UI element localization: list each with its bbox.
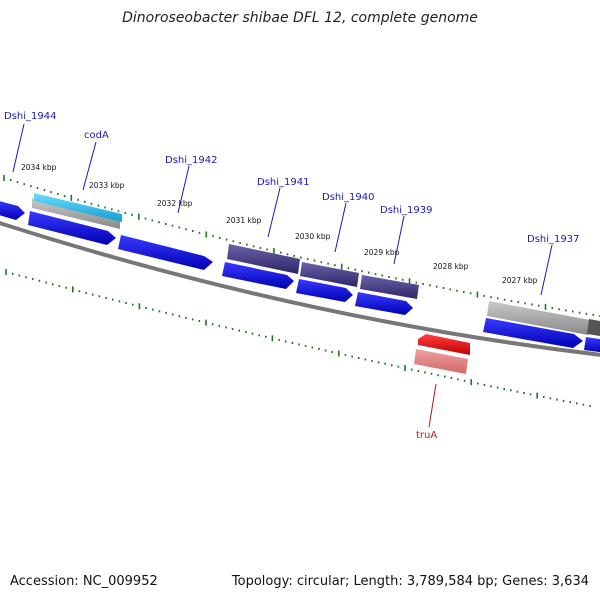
tick-labels: 2034 kbp 2033 kbp 2032 kbp 2031 kbp 2030… bbox=[21, 163, 538, 285]
tick-label: 2028 kbp bbox=[433, 262, 469, 271]
gene-dshi-1941[interactable] bbox=[227, 244, 300, 274]
tick-label: 2034 kbp bbox=[21, 163, 57, 172]
leader-line bbox=[82, 141, 97, 191]
gene-dshi-1939[interactable] bbox=[360, 275, 419, 299]
leader-line bbox=[334, 202, 347, 253]
gene-dshi-1944[interactable] bbox=[0, 200, 25, 220]
gene-right-edge-cds[interactable] bbox=[584, 337, 600, 353]
tick-label: 2029 kbp bbox=[364, 248, 400, 257]
leader-line bbox=[267, 187, 281, 238]
tick-label: 2033 kbp bbox=[89, 181, 125, 190]
genome-summary: Topology: circular; Length: 3,789,584 bp… bbox=[231, 574, 589, 589]
tick-label: 2027 kbp bbox=[502, 276, 538, 285]
gene-coda[interactable] bbox=[34, 193, 122, 222]
gene-label-trua[interactable]: truA bbox=[416, 430, 437, 441]
leader-line bbox=[428, 383, 437, 428]
gene-trua[interactable] bbox=[418, 334, 470, 355]
gene-label-dshi-1937[interactable]: Dshi_1937 bbox=[527, 234, 579, 245]
gene-label-dshi-1942[interactable]: Dshi_1942 bbox=[165, 155, 217, 166]
tick-label: 2030 kbp bbox=[295, 232, 331, 241]
leader-line bbox=[540, 244, 553, 296]
gene-dshi-1942[interactable] bbox=[118, 235, 213, 270]
gene-dshi-1940[interactable] bbox=[300, 262, 359, 287]
gene-dshi-1939-lower[interactable] bbox=[355, 292, 413, 315]
map-title: Dinoroseobacter shibae DFL 12, complete … bbox=[122, 10, 478, 26]
outer-ruler bbox=[3, 175, 600, 317]
gene-dshi-1940-lower[interactable] bbox=[296, 279, 353, 302]
gene-dshi-1937[interactable] bbox=[487, 301, 590, 335]
gene-dark-right-edge[interactable] bbox=[587, 319, 600, 337]
leader-line bbox=[12, 123, 25, 173]
gene-dshi-1941-lower[interactable] bbox=[222, 262, 294, 289]
gene-cds-coda-lower[interactable] bbox=[28, 211, 116, 245]
tick-label: 2032 kbp bbox=[157, 199, 193, 208]
gene-dshi-1937-lower[interactable] bbox=[483, 318, 583, 348]
inner-ruler bbox=[5, 269, 591, 407]
gene-trua-pink[interactable] bbox=[414, 349, 468, 374]
gene-label-coda[interactable]: codA bbox=[84, 130, 109, 141]
genome-backbone bbox=[0, 221, 600, 357]
accession-text: Accession: NC_009952 bbox=[10, 574, 158, 589]
leader-line bbox=[393, 215, 405, 265]
tick-label: 2031 kbp bbox=[226, 216, 262, 225]
leader-line bbox=[177, 165, 190, 214]
features bbox=[0, 193, 600, 374]
gene-label-dshi-1941[interactable]: Dshi_1941 bbox=[257, 177, 309, 188]
gene-label-dshi-1940[interactable]: Dshi_1940 bbox=[322, 192, 374, 203]
gene-labels: Dshi_1944 codA Dshi_1942 Dshi_1941 Dshi_… bbox=[4, 111, 579, 441]
gene-label-dshi-1939[interactable]: Dshi_1939 bbox=[380, 205, 432, 216]
gene-label-dshi-1944[interactable]: Dshi_1944 bbox=[4, 111, 56, 122]
